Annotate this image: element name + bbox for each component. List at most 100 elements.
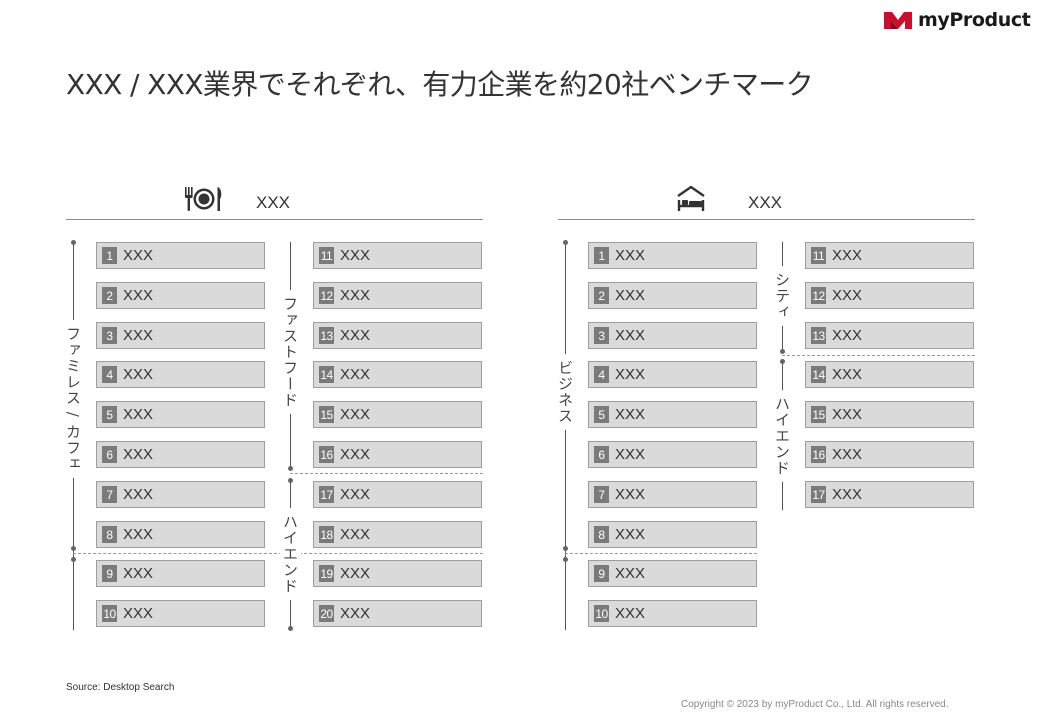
company-item: 1 XXX (588, 242, 757, 269)
rank-badge: 17 (319, 486, 334, 503)
rank-badge: 16 (811, 446, 826, 463)
company-name: XXX (340, 287, 371, 304)
category-label: ハイエンド (280, 508, 301, 600)
brand-name: myProduct (918, 9, 1031, 31)
rank-badge: 1 (102, 247, 117, 264)
rank-badge: 6 (594, 446, 609, 463)
restaurant-icon (185, 187, 222, 211)
company-name: XXX (832, 486, 863, 503)
company-name: XXX (615, 366, 646, 383)
rank-badge: 12 (811, 287, 826, 304)
company-item: 5 XXX (96, 401, 265, 428)
company-item: 8 XXX (588, 521, 757, 548)
section-header-hotel: XXX (558, 183, 975, 220)
company-item: 15 XXX (805, 401, 974, 428)
rank-badge: 6 (102, 446, 117, 463)
rank-badge: 20 (319, 605, 334, 622)
company-name: XXX (615, 327, 646, 344)
rank-badge: 13 (319, 327, 334, 344)
company-name: XXX (615, 565, 646, 582)
company-item: 20 XXX (313, 600, 482, 627)
company-item: 3 XXX (96, 322, 265, 349)
company-item: 7 XXX (588, 481, 757, 508)
rank-badge: 8 (102, 526, 117, 543)
company-item: 19 XXX (313, 560, 482, 587)
company-name: XXX (615, 446, 646, 463)
company-item: 8 XXX (96, 521, 265, 548)
company-name: XXX (123, 446, 154, 463)
rank-badge: 2 (594, 287, 609, 304)
rank-badge: 11 (319, 247, 334, 264)
copyright: Copyright © 2023 by myProduct Co., Ltd. … (681, 699, 949, 710)
company-item: 12 XXX (805, 282, 974, 309)
rank-badge: 5 (594, 406, 609, 423)
company-name: XXX (123, 287, 154, 304)
company-item: 17 XXX (805, 481, 974, 508)
company-item: 12 XXX (313, 282, 482, 309)
company-item: 3 XXX (588, 322, 757, 349)
rank-badge: 15 (811, 406, 826, 423)
company-name: XXX (340, 327, 371, 344)
company-item: 4 XXX (96, 361, 265, 388)
company-name: XXX (615, 605, 646, 622)
company-item: 15 XXX (313, 401, 482, 428)
company-item: 14 XXX (313, 361, 482, 388)
company-name: XXX (340, 486, 371, 503)
rank-badge: 1 (594, 247, 609, 264)
rank-badge: 13 (811, 327, 826, 344)
company-name: XXX (340, 247, 371, 264)
rank-badge: 12 (319, 287, 334, 304)
company-name: XXX (615, 526, 646, 543)
company-name: XXX (832, 406, 863, 423)
company-name: XXX (123, 565, 154, 582)
company-name: XXX (340, 366, 371, 383)
company-name: XXX (832, 287, 863, 304)
company-item: 14 XXX (805, 361, 974, 388)
company-name: XXX (123, 247, 154, 264)
company-item: 16 XXX (805, 441, 974, 468)
company-item: 11 XXX (313, 242, 482, 269)
company-item: 17 XXX (313, 481, 482, 508)
rank-badge: 14 (811, 366, 826, 383)
rank-badge: 9 (102, 565, 117, 582)
rank-badge: 5 (102, 406, 117, 423)
rank-badge: 4 (102, 366, 117, 383)
rank-badge: 9 (594, 565, 609, 582)
rank-badge: 4 (594, 366, 609, 383)
company-name: XXX (340, 605, 371, 622)
rank-badge: 7 (594, 486, 609, 503)
category-label: シティ (772, 266, 793, 326)
company-name: XXX (615, 287, 646, 304)
company-item: 6 XXX (588, 441, 757, 468)
rank-badge: 14 (319, 366, 334, 383)
rank-badge: 10 (102, 605, 117, 622)
rank-badge: 10 (594, 605, 609, 622)
company-item: 1 XXX (96, 242, 265, 269)
section-title-restaurant: XXX (256, 193, 291, 212)
hotel-bed-icon (677, 185, 705, 211)
company-item: 9 XXX (96, 560, 265, 587)
brand-logo: myProduct (884, 9, 1031, 31)
rank-badge: 18 (319, 526, 334, 543)
company-name: XXX (123, 366, 154, 383)
company-item: 7 XXX (96, 481, 265, 508)
company-item: 18 XXX (313, 521, 482, 548)
company-name: XXX (832, 247, 863, 264)
company-item: 16 XXX (313, 441, 482, 468)
company-item: 13 XXX (805, 322, 974, 349)
rank-badge: 3 (102, 327, 117, 344)
rank-badge: 11 (811, 247, 826, 264)
company-item: 10 XXX (96, 600, 265, 627)
page-title: XXX / XXX業界でそれぞれ、有力企業を約20社ベンチマーク (66, 68, 814, 101)
category-label: ファストフード (280, 290, 301, 414)
company-name: XXX (832, 446, 863, 463)
company-item: 10 XXX (588, 600, 757, 627)
company-item: 2 XXX (588, 282, 757, 309)
company-name: XXX (615, 406, 646, 423)
category-label: ビジネス (555, 354, 576, 430)
company-item: 9 XXX (588, 560, 757, 587)
company-name: XXX (832, 366, 863, 383)
company-name: XXX (340, 406, 371, 423)
company-name: XXX (340, 526, 371, 543)
company-name: XXX (123, 406, 154, 423)
